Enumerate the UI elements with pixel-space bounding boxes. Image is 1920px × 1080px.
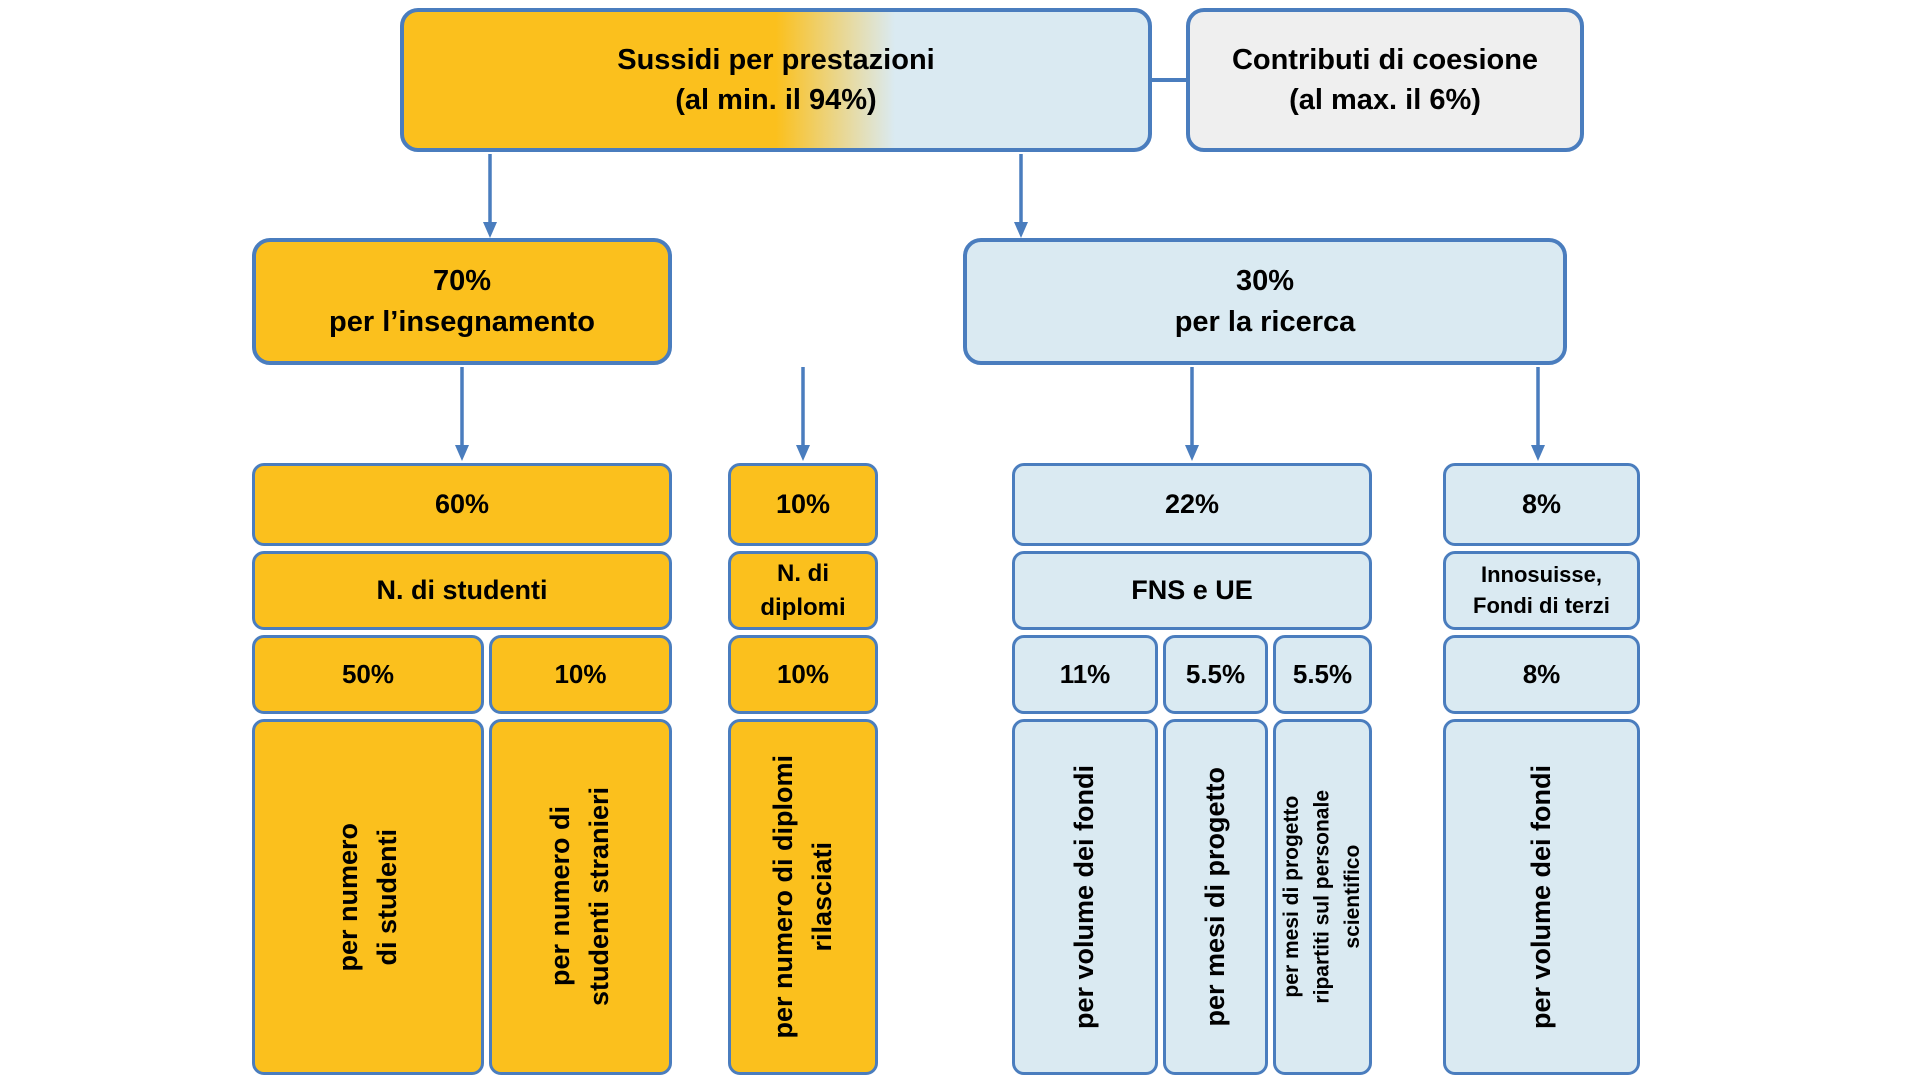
fns-sub-pct-55a-box: 5.5% — [1163, 635, 1268, 714]
fns-source-box: FNS e UE — [1012, 551, 1372, 630]
ricerca-30-box: 30% per la ricerca — [963, 238, 1567, 365]
fns-sub-pct-11-box: 11% — [1012, 635, 1158, 714]
terzi-source-box: Innosuisse, Fondi di terzi — [1443, 551, 1640, 630]
per-volume-dei-fondi-terzi-box: per volume dei fondi — [1443, 719, 1640, 1075]
per-mesi-ripartiti-personale-label: per mesi di progetto ripartiti sul perso… — [1279, 790, 1364, 1004]
contributi-di-coesione-box: Contributi di coesione (al max. il 6%) — [1186, 8, 1584, 152]
terzi-sub-pct-box: 8% — [1443, 635, 1640, 714]
per-numero-di-studenti-label: per numero di studenti — [332, 822, 402, 972]
per-numero-di-studenti-box: per numero di studenti — [252, 719, 484, 1075]
fns-pct-box: 22% — [1012, 463, 1372, 546]
per-volume-dei-fondi-fns-label: per volume dei fondi — [1069, 764, 1100, 1030]
per-volume-dei-fondi-terzi-label: per volume dei fondi — [1525, 764, 1556, 1030]
diplomi-source-box: N. di diplomi — [728, 551, 878, 630]
diplomi-pct-box: 10% — [728, 463, 878, 546]
fns-sub-pct-55b-box: 5.5% — [1273, 635, 1372, 714]
studenti-sub-pct-10-box: 10% — [489, 635, 672, 714]
per-numero-studenti-stranieri-label: per numero di studenti stranieri — [545, 787, 615, 1007]
studenti-source-box: N. di studenti — [252, 551, 672, 630]
terzi-pct-box: 8% — [1443, 463, 1640, 546]
per-volume-dei-fondi-fns-box: per volume dei fondi — [1012, 719, 1158, 1075]
per-numero-studenti-stranieri-box: per numero di studenti stranieri — [489, 719, 672, 1075]
sussidi-per-prestazioni-box: Sussidi per prestazioni (al min. il 94%) — [400, 8, 1152, 152]
studenti-pct-box: 60% — [252, 463, 672, 546]
per-mesi-ripartiti-personale-box: per mesi di progetto ripartiti sul perso… — [1273, 719, 1372, 1075]
per-mesi-di-progetto-label: per mesi di progetto — [1199, 767, 1230, 1027]
diplomi-sub-pct-box: 10% — [728, 635, 878, 714]
per-mesi-di-progetto-box: per mesi di progetto — [1163, 719, 1268, 1075]
per-numero-diplomi-rilasciati-box: per numero di diplomi rilasciati — [728, 719, 878, 1075]
insegnamento-70-box: 70% per l’insegnamento — [252, 238, 672, 365]
per-numero-diplomi-rilasciati-label: per numero di diplomi rilasciati — [767, 755, 837, 1039]
studenti-sub-pct-50-box: 50% — [252, 635, 484, 714]
